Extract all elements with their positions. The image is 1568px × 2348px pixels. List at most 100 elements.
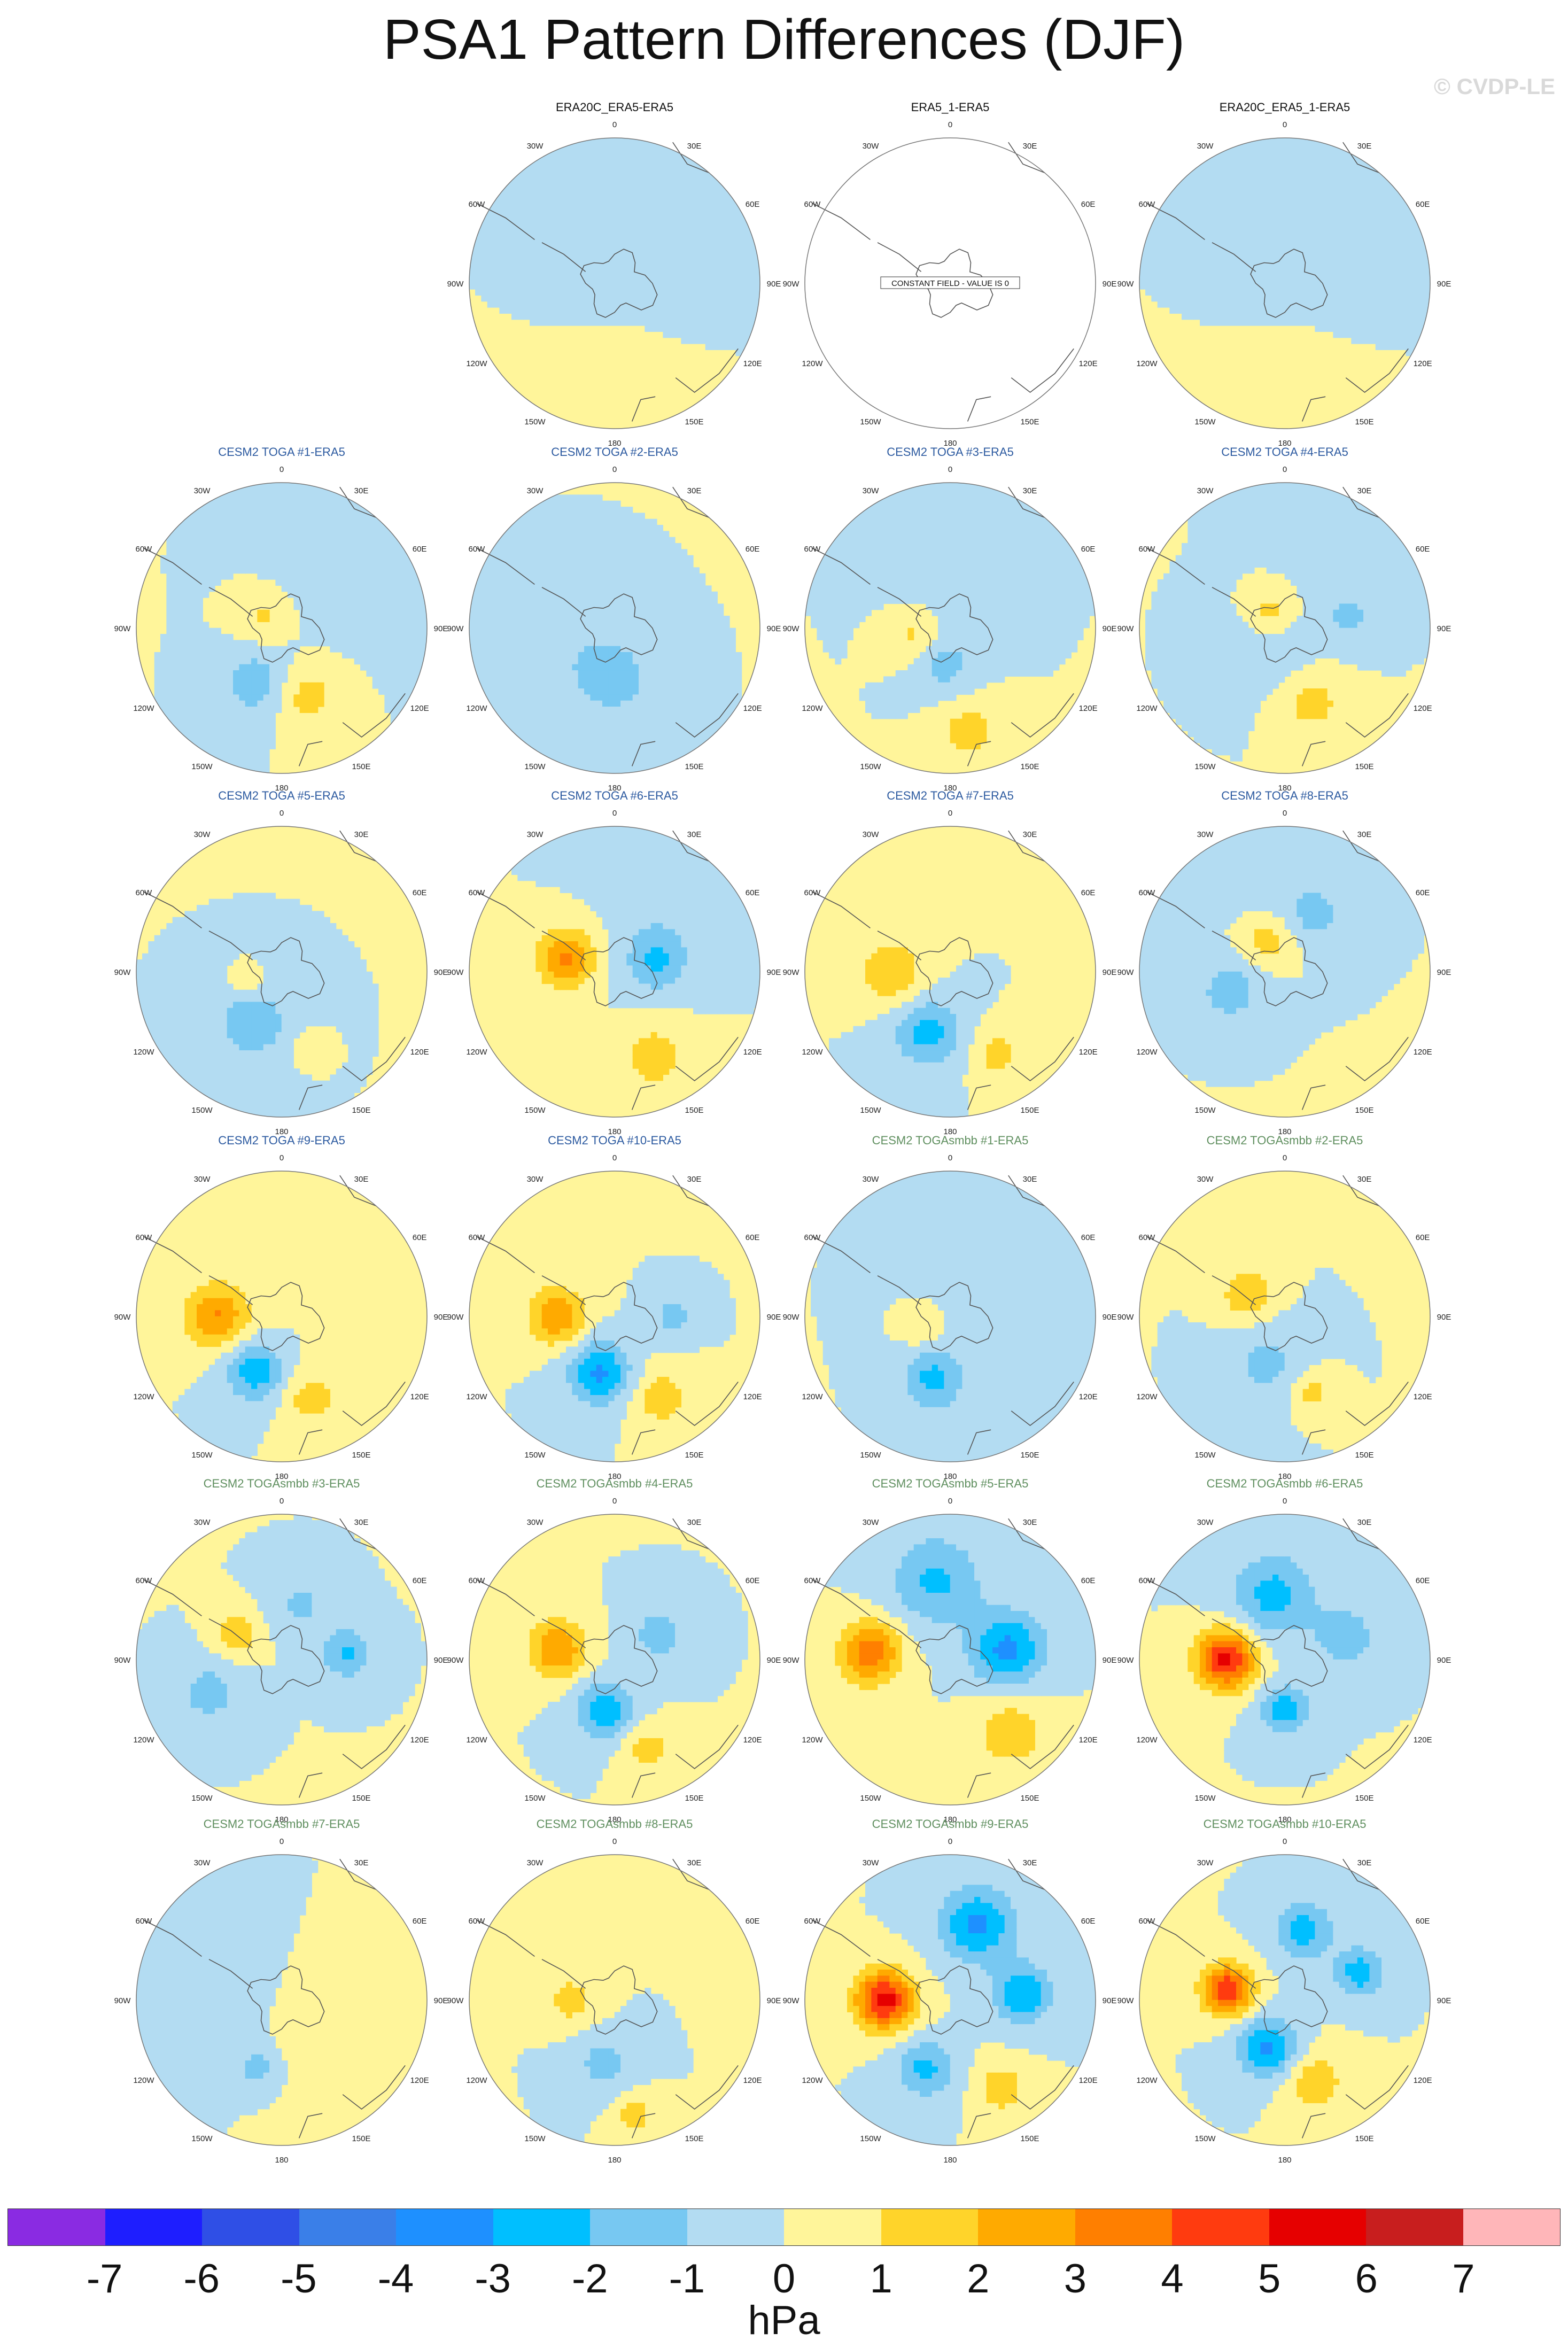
longitude-label: 0 (612, 1837, 617, 1846)
longitude-label: 30W (1197, 1518, 1214, 1527)
coastline (476, 830, 739, 1110)
longitude-label: 150W (524, 2134, 546, 2143)
coastline (143, 830, 406, 1110)
longitude-label: 90W (447, 1996, 464, 2005)
colorbar-labels: -7 -6 -5 -4 -3 -2 -1 0 1 2 3 4 5 6 7 (7, 2256, 1561, 2309)
longitude-label: 120W (133, 704, 154, 713)
longitude-label: 90W (447, 624, 464, 633)
polar-map: 0 30E 60E 90E 120E 150E 180 150W 120W 90W 60W 30W (783, 1837, 1117, 2165)
longitude-label: 120E (1079, 1392, 1098, 1401)
field-cells (469, 138, 760, 429)
coastline (1146, 830, 1409, 1110)
longitude-label: 30E (1023, 830, 1037, 839)
colorbar-box (8, 2209, 105, 2245)
longitude-label: 150W (191, 762, 213, 771)
longitude-label: 120E (410, 1392, 429, 1401)
longitude-label: 30W (863, 142, 880, 151)
longitude-label: 120E (410, 2076, 429, 2085)
longitude-label: 90E (434, 968, 448, 977)
longitude-label: 120W (802, 359, 823, 368)
longitude-label: 30E (1023, 486, 1037, 495)
longitude-label: 120W (1136, 1735, 1158, 1745)
longitude-label: 180 (608, 784, 621, 793)
longitude-label: 120E (410, 1048, 429, 1057)
longitude-label: 0 (948, 1497, 952, 1506)
longitude-label: 30W (1197, 1858, 1214, 1867)
coastline (476, 142, 739, 422)
longitude-label: 0 (612, 120, 617, 129)
longitude-label: 60E (746, 200, 760, 209)
field-cells (805, 1514, 1096, 1805)
longitude-label: 60E (413, 545, 427, 554)
map-border (136, 826, 428, 1118)
longitude-label: 90W (1117, 1313, 1135, 1322)
polar-map: 0 30E 60E 90E 120E 150E 180 150W 120W 90W 60W 30W (447, 1497, 781, 1824)
panel-title: CESM2 TOGAsmbb #8-ERA5 (428, 1817, 802, 1831)
longitude-label: 180 (1278, 1815, 1291, 1824)
map-border (469, 1854, 760, 2146)
longitude-label: 150W (860, 2134, 881, 2143)
longitude-label: 60E (1416, 200, 1430, 209)
longitude-label: 30E (1357, 486, 1372, 495)
longitude-label: 90E (434, 1996, 448, 2005)
longitude-label: 90W (783, 1996, 800, 2005)
field-cells (805, 483, 1096, 773)
longitude-label: 120E (1079, 704, 1098, 713)
panel-title: CESM2 TOGAsmbb #10-ERA5 (1098, 1817, 1472, 1831)
colorbar-tick-label: -6 (169, 2256, 234, 2302)
coastline (143, 1858, 406, 2138)
longitude-label: 0 (948, 1153, 952, 1163)
panel-title: CESM2 TOGAsmbb #1-ERA5 (763, 1134, 1137, 1148)
panel-title: ERA20C_ERA5_1-ERA5 (1098, 100, 1472, 114)
longitude-label: 30E (1357, 830, 1372, 839)
colorbar-box (687, 2209, 784, 2245)
colorbar-tick-label: 7 (1431, 2256, 1495, 2302)
polar-map: 0 30E 60E 90E 120E 150E 180 150W 120W 90W 60W 30W (783, 465, 1117, 793)
map-border (1139, 826, 1431, 1118)
colorbar-tick-label: 4 (1140, 2256, 1205, 2302)
field-cells (1139, 1514, 1430, 1805)
longitude-label: 150W (524, 1106, 546, 1115)
longitude-label: 90E (434, 624, 448, 633)
coastline (143, 1175, 406, 1455)
longitude-label: 30E (1357, 142, 1372, 151)
longitude-label: 30W (194, 830, 211, 839)
map-border (136, 1514, 428, 1805)
longitude-label: 90E (1103, 968, 1117, 977)
longitude-label: 120E (743, 1735, 762, 1745)
field-cells (469, 1171, 760, 1462)
coastline (812, 1518, 1074, 1798)
map-border (804, 1854, 1096, 2146)
panel-title: CESM2 TOGAsmbb #3-ERA5 (95, 1477, 469, 1491)
longitude-label: 120E (1414, 1048, 1432, 1057)
polar-map: 0 30E 60E 90E 120E 150E 180 150W 120W 90W 60W 30W (114, 1497, 448, 1824)
longitude-label: 0 (1283, 465, 1287, 474)
longitude-label: 30E (687, 830, 702, 839)
longitude-label: 150W (860, 417, 881, 427)
longitude-label: 30E (354, 1175, 369, 1184)
coastline (476, 1175, 739, 1455)
longitude-label: 150W (1194, 1451, 1216, 1460)
annotation-box (880, 276, 1020, 289)
coastline (1146, 486, 1409, 766)
longitude-label: 180 (943, 1472, 957, 1481)
longitude-label: 90E (1437, 280, 1451, 289)
longitude-label: 90W (447, 968, 464, 977)
longitude-label: 60W (468, 200, 485, 209)
longitude-label: 90E (1437, 1313, 1451, 1322)
longitude-label: 120E (1414, 359, 1432, 368)
longitude-label: 60W (468, 545, 485, 554)
longitude-label: 90W (447, 1313, 464, 1322)
longitude-label: 60W (468, 1233, 485, 1242)
longitude-label: 180 (943, 1127, 957, 1136)
longitude-label: 60E (413, 1233, 427, 1242)
longitude-label: 60W (1138, 888, 1155, 897)
longitude-label: 90W (447, 1656, 464, 1665)
longitude-label: 60W (468, 1576, 485, 1585)
longitude-label: 180 (1278, 2156, 1291, 2165)
longitude-label: 0 (948, 1837, 952, 1846)
longitude-label: 90W (783, 1313, 800, 1322)
longitude-label: 30E (1357, 1518, 1372, 1527)
longitude-label: 150E (352, 762, 370, 771)
